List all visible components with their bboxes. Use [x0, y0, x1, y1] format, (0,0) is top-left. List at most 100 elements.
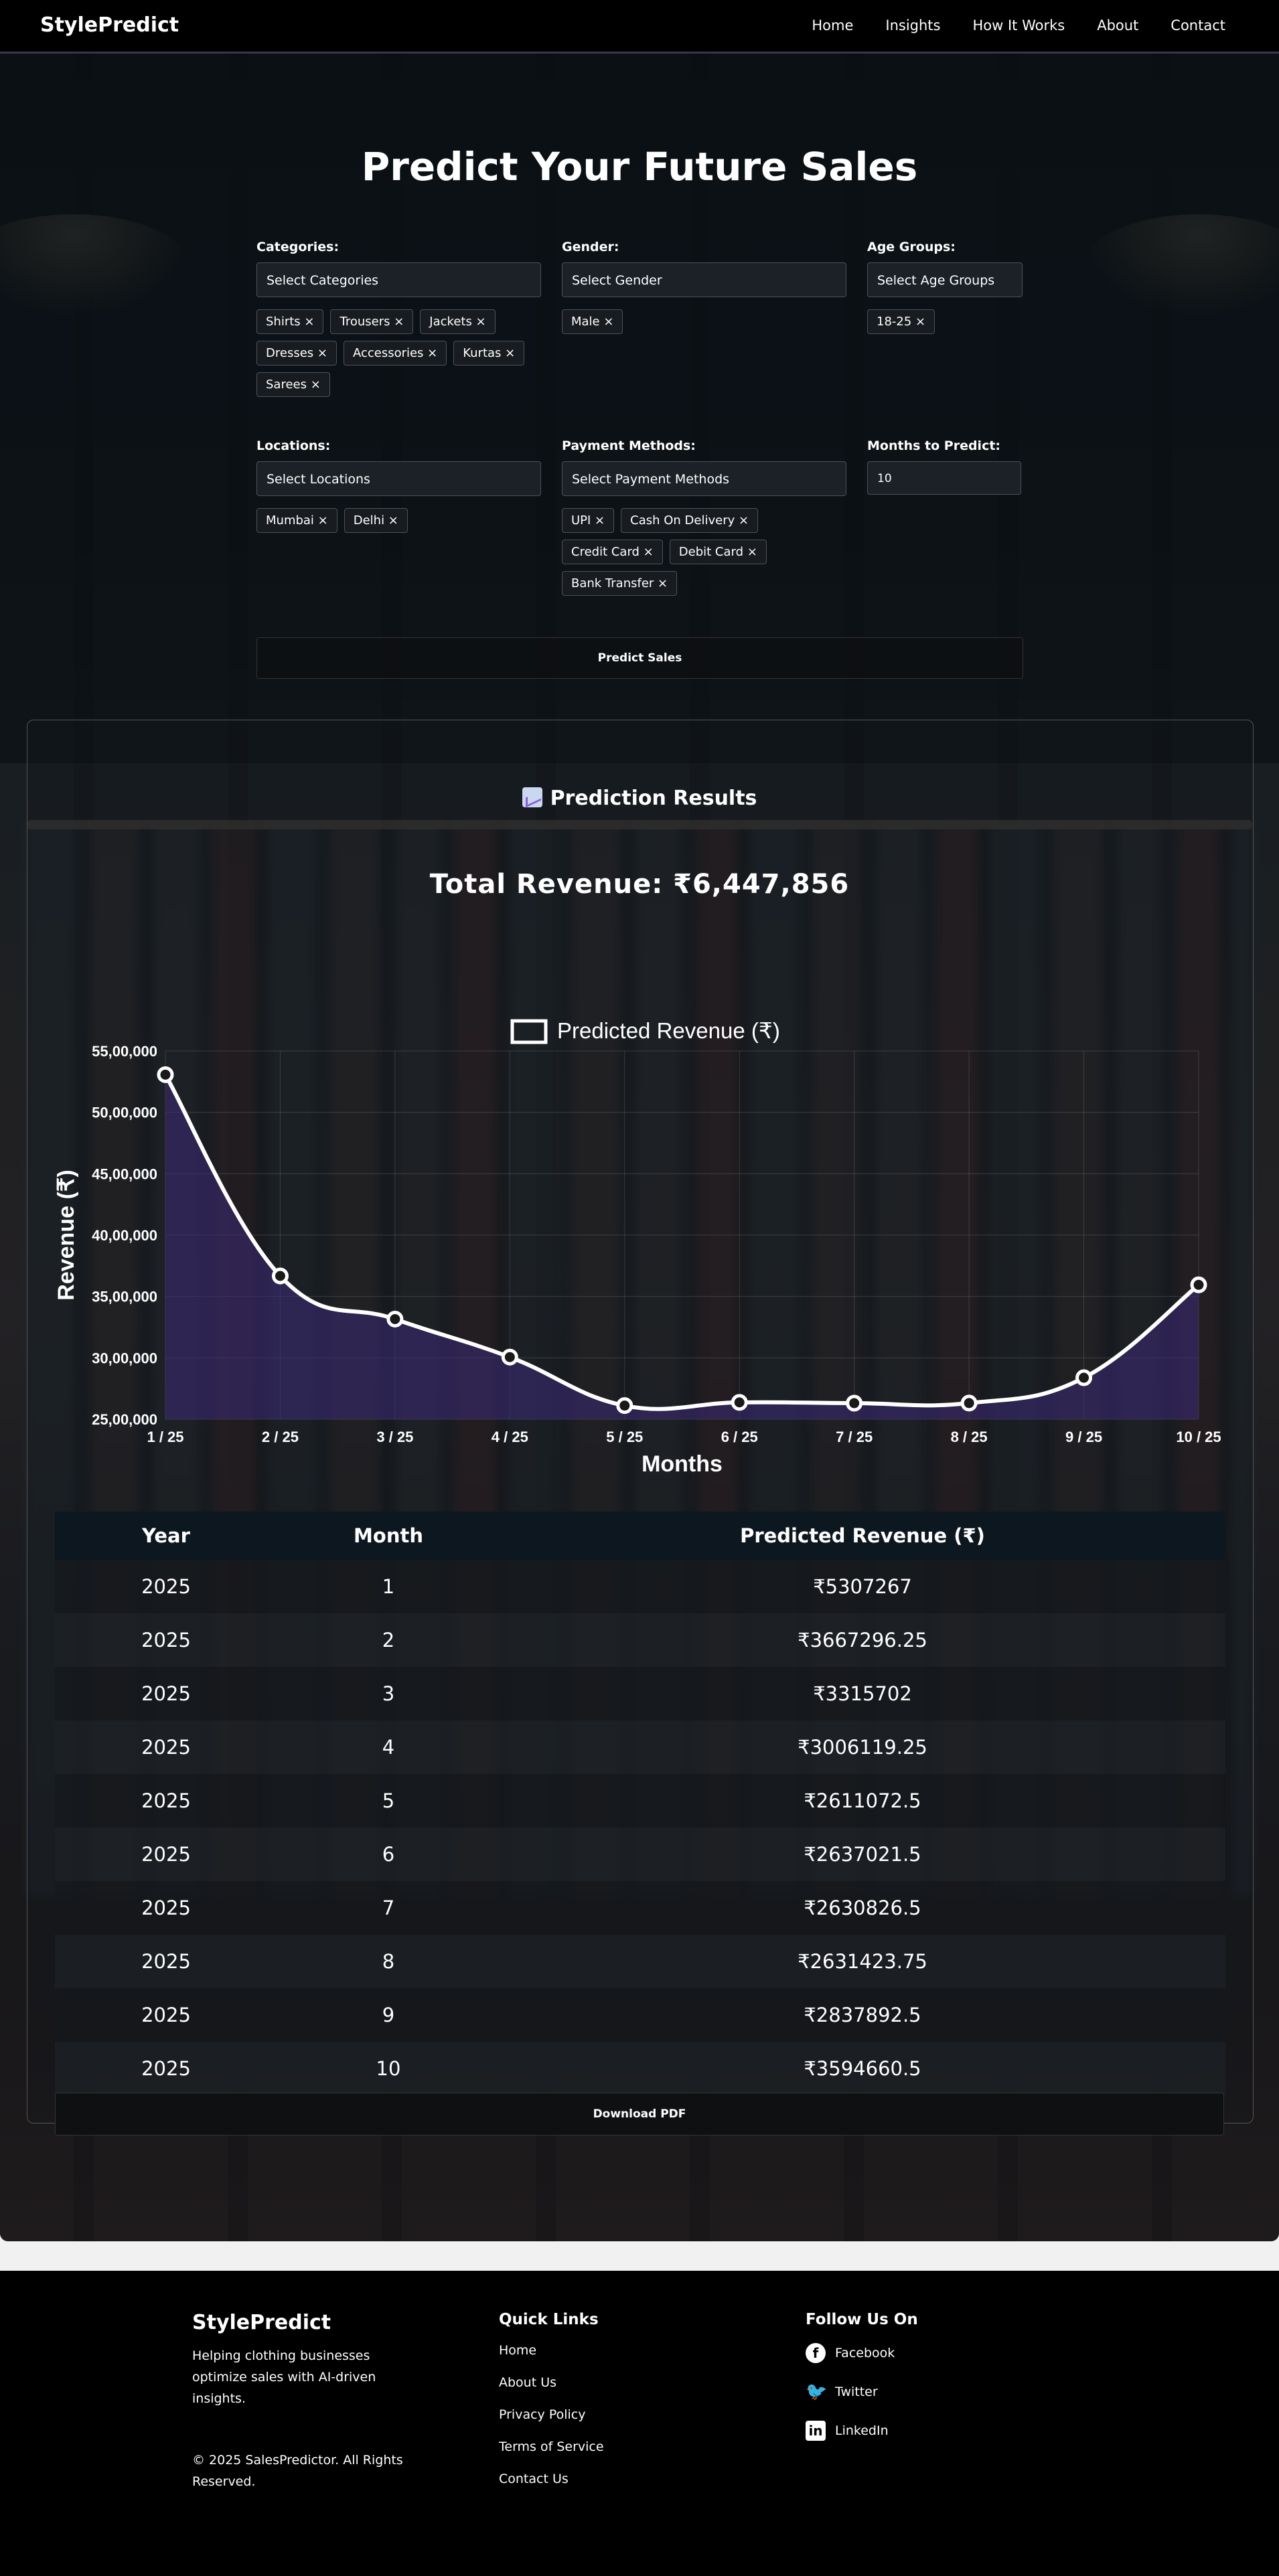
cell-revenue: ₹3006119.25 — [500, 1720, 1225, 1774]
tag-trousers[interactable]: Trousers × — [330, 309, 414, 334]
legend-swatch — [510, 1019, 548, 1044]
x-tick-label: 6 / 25 — [721, 1429, 758, 1445]
age-tags: 18-25 × — [867, 309, 1023, 334]
cell-year: 2025 — [55, 1988, 277, 2042]
tag-bank-transfer[interactable]: Bank Transfer × — [562, 571, 678, 596]
locations-label: Locations: — [256, 438, 331, 453]
footer-link-privacy[interactable]: Privacy Policy — [499, 2407, 586, 2422]
cell-year: 2025 — [55, 2042, 277, 2095]
brand-logo[interactable]: StylePredict — [40, 13, 179, 37]
locations-select[interactable]: Select Locations — [256, 461, 541, 496]
tag-sarees[interactable]: Sarees × — [256, 372, 330, 397]
cell-month: 7 — [277, 1881, 500, 1935]
cell-month: 8 — [277, 1935, 500, 1988]
tag-upi[interactable]: UPI × — [562, 508, 615, 533]
cell-month: 2 — [277, 1613, 500, 1667]
download-pdf-button[interactable]: Download PDF — [55, 2093, 1224, 2136]
y-tick-label: 30,00,000 — [92, 1350, 157, 1366]
cell-year: 2025 — [55, 1613, 277, 1667]
social-facebook[interactable]: f Facebook — [806, 2343, 918, 2363]
nav-insights[interactable]: Insights — [885, 17, 941, 33]
social-twitter[interactable]: 🐦 Twitter — [806, 2382, 878, 2402]
table-row: 2025 3 ₹3315702 — [55, 1667, 1225, 1720]
tag-male[interactable]: Male × — [562, 309, 623, 334]
chart-icon — [522, 787, 542, 807]
cell-revenue: ₹3667296.25 — [500, 1613, 1225, 1667]
payment-select[interactable]: Select Payment Methods — [562, 461, 846, 496]
y-axis-title: Revenue (₹) — [54, 1170, 79, 1300]
tag-kurtas[interactable]: Kurtas × — [453, 341, 525, 366]
legend-label: Predicted Revenue (₹) — [557, 1018, 780, 1043]
nav-about[interactable]: About — [1097, 17, 1139, 33]
tag-debit-card[interactable]: Debit Card × — [669, 540, 767, 564]
categories-group: Categories: Select Categories Shirts × T… — [256, 240, 541, 397]
locations-group: Locations: Select Locations Mumbai × Del… — [256, 438, 541, 533]
revenue-chart: 55,00,000 50,00,000 45,00,000 40,00,000 35,0… — [54, 1018, 1221, 1477]
footer-description: Helping clothing businesses optimize sal… — [192, 2348, 376, 2406]
twitter-icon: 🐦 — [806, 2382, 828, 2402]
x-axis-title: Months — [642, 1451, 723, 1477]
footer-link-contact[interactable]: Contact Us — [499, 2472, 569, 2486]
y-tick-label: 55,00,000 — [92, 1043, 157, 1060]
data-point — [1190, 1276, 1207, 1293]
gender-label: Gender: — [562, 240, 619, 254]
x-tick-label: 1 / 25 — [147, 1429, 183, 1445]
tag-shirts[interactable]: Shirts × — [256, 309, 324, 334]
table-header-row: Year Month Predicted Revenue (₹) — [55, 1512, 1225, 1560]
cell-month: 10 — [277, 2042, 500, 2095]
age-group: Age Groups: Select Age Groups 18-25 × — [867, 240, 1023, 334]
revenue-table: Year Month Predicted Revenue (₹) 2025 1 ₹5… — [55, 1512, 1225, 2095]
footer-link-terms[interactable]: Terms of Service — [499, 2439, 604, 2454]
categories-select[interactable]: Select Categories — [256, 262, 541, 297]
tag-accessories[interactable]: Accessories × — [343, 341, 447, 366]
table-row: 2025 10 ₹3594660.5 — [55, 2042, 1225, 2095]
data-point — [731, 1394, 748, 1411]
footer-copyright: © 2025 SalesPredictor. All Rights Reserv… — [192, 2453, 403, 2489]
table-row: 2025 8 ₹2631423.75 — [55, 1935, 1225, 1988]
cell-revenue: ₹2637021.5 — [500, 1828, 1225, 1881]
series-line — [163, 1073, 1200, 1411]
tag-cod[interactable]: Cash On Delivery × — [621, 508, 759, 533]
data-point — [960, 1394, 978, 1412]
tag-jackets[interactable]: Jackets × — [420, 309, 496, 334]
cell-year: 2025 — [55, 1935, 277, 1988]
predict-sales-button[interactable]: Predict Sales — [256, 637, 1023, 679]
data-point — [616, 1397, 633, 1415]
cell-month: 6 — [277, 1828, 500, 1881]
nav-how-it-works[interactable]: How It Works — [972, 17, 1065, 33]
table-row: 2025 1 ₹5307267 — [55, 1560, 1225, 1613]
cell-month: 5 — [277, 1774, 500, 1828]
cell-month: 1 — [277, 1560, 500, 1613]
age-label: Age Groups: — [867, 240, 956, 254]
payment-tags: UPI × Cash On Delivery × Credit Card × D… — [562, 508, 846, 596]
cell-revenue: ₹5307267 — [500, 1560, 1225, 1613]
footer-about: StylePredict Helping clothing businesses… — [192, 2311, 406, 2492]
tag-credit-card[interactable]: Credit Card × — [562, 540, 663, 564]
tag-mumbai[interactable]: Mumbai × — [256, 508, 337, 533]
y-tick-label: 35,00,000 — [92, 1289, 157, 1305]
tag-dresses[interactable]: Dresses × — [256, 341, 337, 366]
footer-link-home[interactable]: Home — [499, 2343, 537, 2358]
nav-contact[interactable]: Contact — [1171, 17, 1225, 33]
tag-delhi[interactable]: Delhi × — [344, 508, 408, 533]
months-input[interactable]: 10 — [867, 461, 1021, 495]
cell-revenue: ₹2630826.5 — [500, 1881, 1225, 1935]
y-tick-label: 40,00,000 — [92, 1227, 157, 1244]
table-row: 2025 4 ₹3006119.25 — [55, 1720, 1225, 1774]
gender-select[interactable]: Select Gender — [562, 262, 846, 297]
tag-18-25[interactable]: 18-25 × — [867, 309, 935, 334]
data-point — [846, 1394, 863, 1412]
footer-link-about[interactable]: About Us — [499, 2375, 557, 2390]
footer: StylePredict Helping clothing businesses… — [0, 2271, 1279, 2576]
age-select[interactable]: Select Age Groups — [867, 262, 1023, 297]
footer-brand: StylePredict — [192, 2311, 331, 2334]
table-row: 2025 2 ₹3667296.25 — [55, 1613, 1225, 1667]
x-tick-label: 8 / 25 — [951, 1429, 988, 1445]
nav-home[interactable]: Home — [812, 17, 854, 33]
social-linkedin[interactable]: in LinkedIn — [806, 2421, 918, 2441]
table-row: 2025 6 ₹2637021.5 — [55, 1828, 1225, 1881]
cell-month: 9 — [277, 1988, 500, 2042]
total-revenue: Total Revenue: ₹6,447,856 — [429, 869, 850, 900]
cell-revenue: ₹3315702 — [500, 1667, 1225, 1720]
categories-tags: Shirts × Trousers × Jackets × Dresses × … — [256, 309, 541, 397]
